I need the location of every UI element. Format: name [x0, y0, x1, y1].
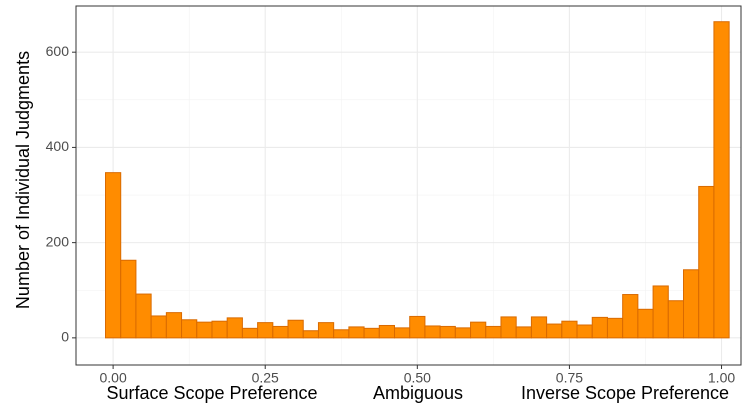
bar: [317, 322, 335, 339]
bar: [485, 325, 502, 339]
bar: [683, 269, 700, 339]
bar: [272, 325, 289, 339]
bar: [698, 185, 715, 339]
bar: [378, 324, 396, 339]
bar: [591, 316, 608, 339]
x-axis-label: Surface Scope Preference: [106, 383, 317, 403]
x-tick-label: 1.00: [708, 370, 735, 386]
bar: [652, 285, 669, 339]
bar: [333, 329, 350, 339]
bar: [211, 320, 228, 339]
bar: [622, 294, 639, 339]
bar: [105, 172, 122, 339]
bar: [348, 326, 365, 339]
bar: [439, 325, 456, 339]
bar: [424, 325, 441, 339]
bar: [637, 308, 654, 339]
bar: [470, 321, 487, 339]
y-tick-label: 600: [46, 43, 70, 59]
bar: [546, 323, 563, 339]
y-tick-label: 0: [61, 329, 69, 345]
bar: [287, 319, 304, 339]
bar: [120, 259, 137, 339]
x-tick-label: 0.00: [99, 370, 126, 386]
x-tick-label: 0.25: [252, 370, 279, 386]
bar: [241, 327, 259, 339]
bar: [150, 315, 167, 339]
bar: [454, 327, 472, 339]
bar: [181, 319, 198, 339]
bar: [576, 324, 593, 339]
bar: [409, 315, 426, 339]
bar: [165, 312, 183, 339]
bar: [135, 293, 152, 339]
x-tick-label: 0.75: [556, 370, 583, 386]
bar: [667, 300, 685, 339]
bar: [561, 320, 578, 339]
panel-border: [75, 5, 742, 366]
bar: [196, 321, 213, 339]
bar: [394, 327, 411, 339]
bar: [515, 326, 532, 339]
bar: [500, 316, 517, 339]
bar: [530, 316, 548, 339]
bar: [302, 330, 319, 339]
bar: [257, 322, 274, 339]
bar: [226, 317, 243, 339]
x-axis-label: Inverse Scope Preference: [521, 383, 729, 403]
y-tick-label: 400: [46, 138, 70, 154]
x-tick-label: 0.50: [404, 370, 431, 386]
bar: [363, 327, 380, 339]
bar: [713, 21, 730, 339]
y-tick-label: 200: [46, 233, 70, 249]
x-axis-label: Ambiguous: [373, 383, 463, 403]
y-axis-label: Number of Individual Judgments: [13, 51, 33, 309]
bar: [606, 317, 624, 339]
